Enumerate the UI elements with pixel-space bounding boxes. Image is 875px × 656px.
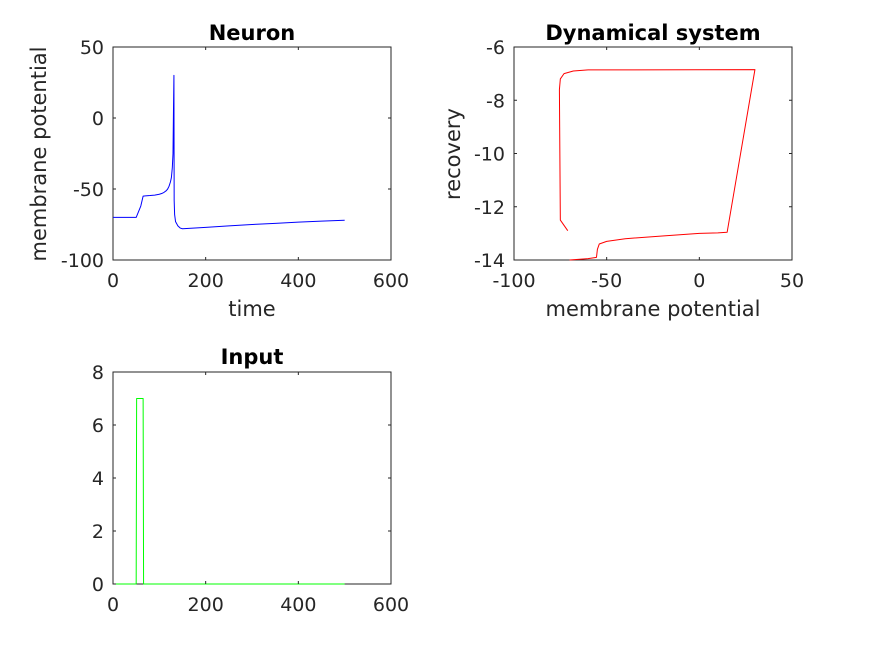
x-tick-label: 50 — [780, 270, 804, 292]
plot-area — [113, 74, 345, 230]
x-tick-label: 0 — [107, 270, 119, 292]
tick-group: 0 200 400 600 -100 -50 0 50 — [61, 37, 409, 292]
x-tick-label: 400 — [280, 594, 316, 616]
y-tick-label: 4 — [92, 468, 104, 490]
y-tick-label: 8 — [92, 362, 104, 384]
subplot-neuron: Neuron 0 200 400 600 -100 -50 0 50 time membran… — [27, 21, 409, 321]
tick-group: 0 200 400 600 0 2 4 6 8 — [92, 362, 409, 616]
y-tick-label: 2 — [92, 521, 104, 543]
y-axis-label: membrane potential — [27, 47, 51, 262]
axes-box — [112, 46, 392, 261]
x-tick-label: 0 — [107, 594, 119, 616]
y-tick-label: -6 — [486, 37, 505, 59]
x-tick-label: 200 — [188, 270, 224, 292]
y-tick-label: -50 — [73, 179, 104, 201]
axes-box — [513, 46, 793, 261]
x-tick-label: 0 — [693, 270, 705, 292]
tick-group: -100 -50 0 50 -14 -12 -10 -8 -6 — [474, 37, 804, 292]
y-tick-label: -10 — [474, 144, 505, 166]
x-axis-label: membrane potential — [546, 297, 761, 321]
y-tick-label: 6 — [92, 415, 104, 437]
x-axis-label: time — [228, 297, 275, 321]
plot-area — [113, 398, 345, 585]
x-tick-label: -50 — [591, 270, 622, 292]
x-tick-label: 200 — [188, 594, 224, 616]
y-tick-label: 0 — [92, 108, 104, 130]
subplot-dynamical-system: Dynamical system -100 -50 0 50 -14 -12 -10 -8 -6… — [441, 21, 804, 321]
y-tick-label: -8 — [486, 90, 505, 112]
x-tick-label: -100 — [492, 270, 535, 292]
subplot-input: Input 0 200 400 600 0 2 4 6 8 — [92, 345, 409, 616]
series-line — [113, 74, 345, 230]
plot-area — [558, 69, 756, 261]
x-tick-label: 600 — [373, 270, 409, 292]
chart-title: Dynamical system — [545, 21, 760, 45]
x-tick-label: 600 — [373, 594, 409, 616]
axes-box — [112, 371, 392, 585]
series-line — [558, 69, 756, 261]
series-line — [113, 398, 345, 585]
chart-title: Neuron — [209, 21, 296, 45]
y-tick-label: -14 — [474, 250, 505, 272]
y-tick-label: 0 — [92, 574, 104, 596]
y-tick-label: -100 — [61, 250, 104, 272]
x-tick-label: 400 — [280, 270, 316, 292]
y-axis-label: recovery — [441, 108, 465, 200]
chart-title: Input — [221, 345, 284, 369]
y-tick-label: -12 — [474, 197, 505, 219]
y-tick-label: 50 — [80, 37, 104, 59]
